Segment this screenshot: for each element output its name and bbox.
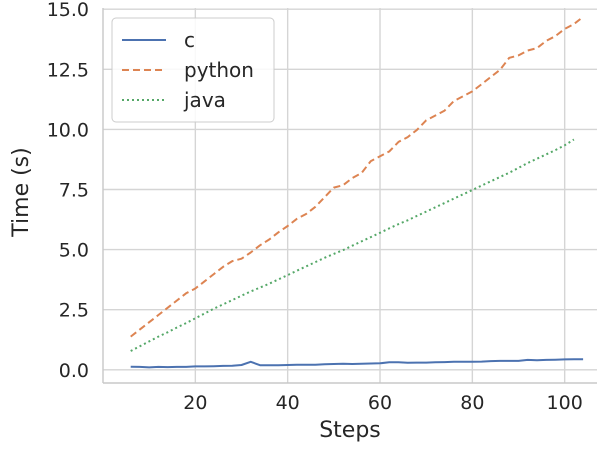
x-tick-label: 80 (460, 392, 484, 414)
x-tick-label: 60 (368, 392, 392, 414)
y-tick-label: 0.0 (59, 360, 89, 382)
legend-label-java: java (183, 88, 226, 112)
x-tick-label: 40 (276, 392, 300, 414)
series-line-python (130, 16, 584, 338)
y-tick-label: 15.0 (47, 0, 89, 21)
series-layer (130, 16, 584, 369)
y-tick-label: 7.5 (59, 179, 89, 201)
legend-label-python: python (184, 58, 254, 82)
series-line-c (130, 358, 584, 369)
y-tick-label: 5.0 (59, 240, 89, 262)
y-tick-label: 10.0 (47, 119, 89, 141)
y-tick-label: 2.5 (59, 300, 89, 322)
legend-frame (111, 17, 275, 123)
legend-label-c: c (184, 28, 195, 52)
x-tick-label: 20 (183, 392, 207, 414)
x-tick-label: 100 (547, 392, 583, 414)
tick-labels: 20 40 60 80 100 0.0 2.5 5.0 7.5 10.0 12.5 15.0 (47, 0, 583, 414)
series-line-java (130, 138, 575, 352)
axis-spines (102, 8, 597, 384)
y-tick-label: 12.5 (47, 59, 89, 81)
y-axis-title: Time (s) (9, 147, 34, 237)
x-axis-title: Steps (319, 418, 381, 443)
legend: c python java (111, 17, 275, 123)
